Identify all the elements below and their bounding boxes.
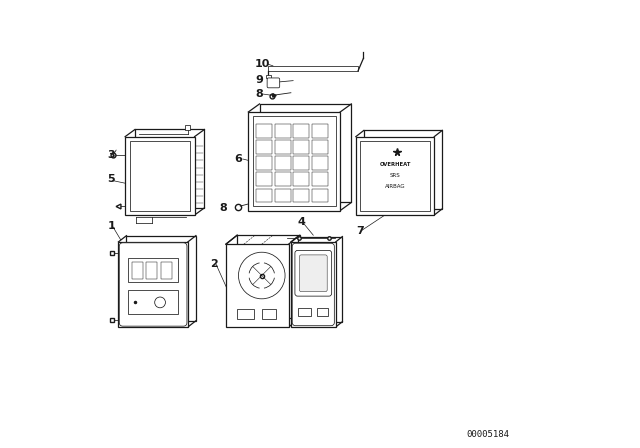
Bar: [269, 66, 358, 71]
FancyBboxPatch shape: [292, 243, 334, 326]
Bar: [185, 125, 190, 130]
Bar: [260, 104, 351, 202]
Bar: [226, 244, 289, 327]
Bar: [275, 172, 291, 186]
Bar: [146, 262, 157, 279]
Bar: [275, 140, 291, 154]
Text: 7: 7: [356, 226, 364, 236]
Bar: [262, 309, 276, 319]
Bar: [257, 124, 272, 138]
Text: 4: 4: [298, 217, 305, 227]
Text: 2: 2: [210, 259, 218, 269]
Bar: [248, 112, 340, 211]
Text: 5: 5: [108, 174, 115, 184]
Text: SRS: SRS: [390, 173, 401, 178]
Bar: [293, 140, 309, 154]
Text: 1: 1: [108, 221, 115, 231]
FancyBboxPatch shape: [300, 255, 327, 292]
Bar: [127, 236, 196, 321]
Bar: [253, 116, 336, 206]
Bar: [364, 130, 442, 209]
Bar: [293, 156, 309, 170]
Text: AIRBAG: AIRBAG: [385, 184, 405, 189]
Bar: [237, 235, 300, 318]
Text: 00005184: 00005184: [467, 430, 509, 439]
Bar: [130, 141, 190, 211]
FancyBboxPatch shape: [119, 243, 187, 326]
Text: 6: 6: [234, 154, 242, 164]
Bar: [237, 309, 254, 319]
Bar: [293, 124, 309, 138]
Bar: [298, 308, 311, 316]
Text: OVERHEAT: OVERHEAT: [380, 162, 411, 167]
Bar: [128, 258, 178, 282]
Bar: [257, 140, 272, 154]
Bar: [312, 124, 328, 138]
Bar: [118, 242, 188, 327]
Bar: [128, 290, 178, 314]
Text: 9: 9: [255, 75, 263, 85]
Bar: [257, 189, 272, 202]
Text: 8: 8: [220, 203, 227, 213]
FancyBboxPatch shape: [267, 78, 280, 88]
Text: 3: 3: [108, 150, 115, 159]
Bar: [312, 156, 328, 170]
Bar: [161, 262, 172, 279]
Bar: [293, 189, 309, 202]
Bar: [317, 308, 328, 316]
Bar: [257, 156, 272, 170]
Bar: [356, 137, 434, 215]
Bar: [298, 237, 342, 322]
Text: 8: 8: [255, 89, 263, 99]
Text: 10: 10: [255, 59, 271, 69]
Bar: [312, 172, 328, 186]
Bar: [132, 262, 143, 279]
Bar: [275, 124, 291, 138]
Bar: [135, 129, 204, 208]
Bar: [275, 189, 291, 202]
Bar: [312, 189, 328, 202]
Bar: [360, 141, 430, 211]
Bar: [257, 172, 272, 186]
Bar: [125, 137, 195, 215]
Bar: [293, 172, 309, 186]
Bar: [266, 75, 271, 78]
Bar: [291, 242, 336, 327]
FancyBboxPatch shape: [295, 250, 332, 296]
Bar: [275, 156, 291, 170]
Bar: [312, 140, 328, 154]
